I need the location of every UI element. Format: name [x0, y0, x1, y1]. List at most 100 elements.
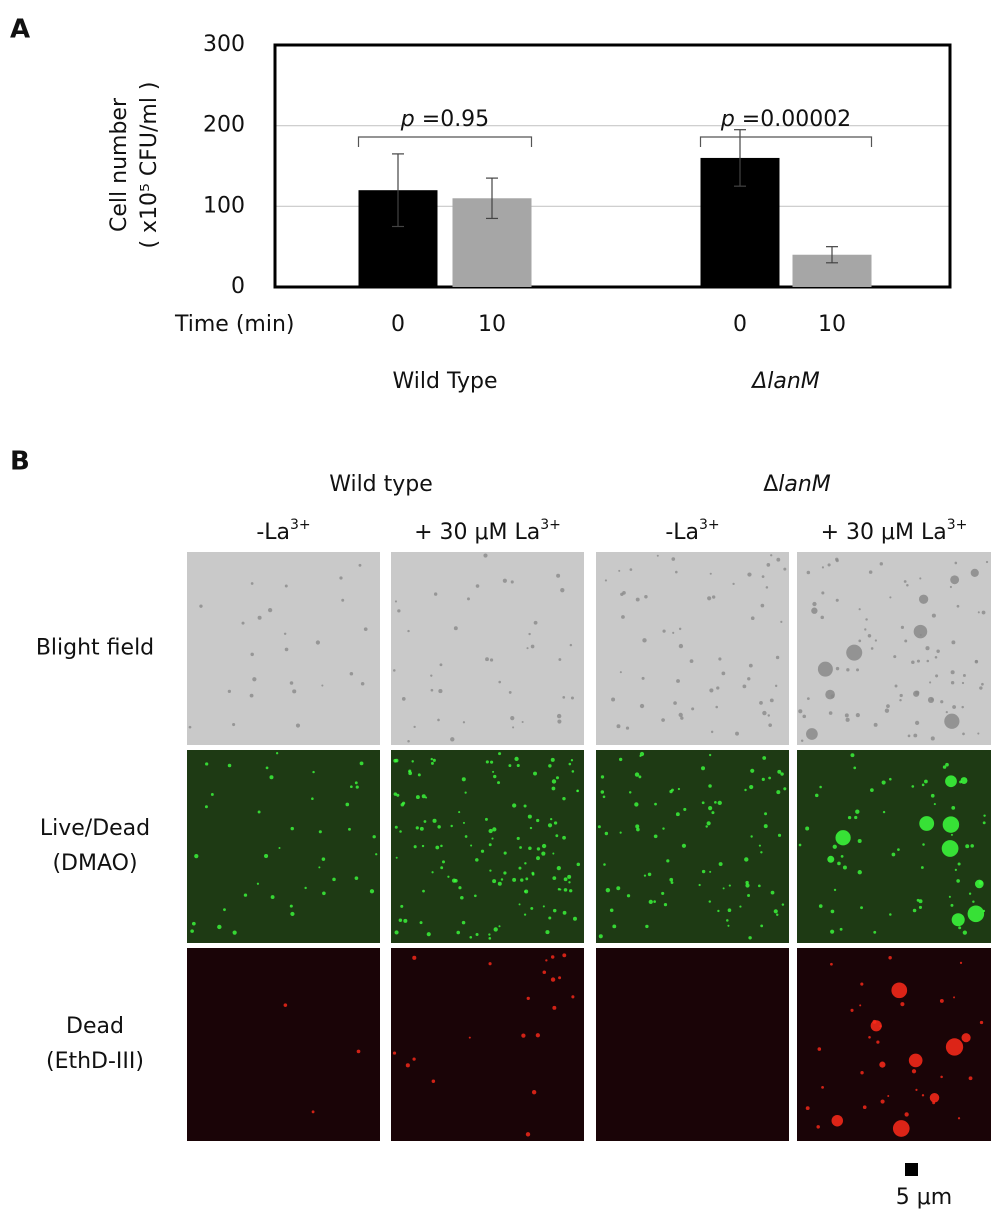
cell-dot — [747, 677, 751, 681]
cell-dot — [488, 843, 492, 847]
cell-dot — [528, 632, 531, 636]
micrograph — [391, 948, 584, 1141]
cell-cluster — [919, 816, 935, 831]
micrograph — [797, 750, 991, 943]
cell-dot — [468, 1036, 471, 1039]
cell-dot — [950, 903, 954, 907]
cell-dot — [525, 877, 529, 881]
cell-dot — [570, 759, 574, 762]
cell-dot — [413, 725, 416, 729]
cell-dot — [241, 621, 245, 625]
cell-dot — [962, 732, 965, 736]
cell-dot — [856, 668, 860, 672]
cell-dot — [683, 807, 687, 811]
cell-dot — [860, 906, 863, 910]
cell-dot — [392, 1051, 397, 1055]
cell-dot — [349, 672, 354, 676]
cell-dot — [979, 686, 983, 690]
cell-dot — [551, 779, 557, 784]
cell-dot — [681, 843, 687, 848]
cell-dot — [764, 812, 768, 816]
cell-dot — [675, 570, 678, 574]
cell-dot — [711, 811, 715, 815]
cell-cluster — [950, 575, 960, 585]
cell-cluster — [892, 1120, 910, 1137]
cell-dot — [961, 681, 965, 685]
cell-dot — [354, 781, 358, 785]
cell-dot — [437, 825, 441, 829]
cell-dot — [833, 888, 837, 892]
cell-dot — [750, 835, 753, 838]
cell-dot — [612, 924, 617, 929]
cell-dot — [232, 930, 237, 935]
cell-cluster — [945, 1038, 964, 1056]
cell-dot — [780, 772, 784, 776]
cell-dot — [530, 644, 535, 649]
cell-dot — [398, 918, 403, 922]
cell-dot — [819, 785, 822, 789]
cell-dot — [806, 697, 810, 701]
cell-dot — [965, 844, 970, 849]
cell-dot — [894, 684, 898, 688]
cell-dot — [953, 996, 956, 999]
cell-dot — [557, 719, 562, 724]
y-tick-label: 300 — [203, 32, 245, 57]
cell-dot — [942, 765, 947, 769]
cell-dot — [512, 726, 515, 729]
cell-dot — [412, 1057, 416, 1061]
cell-dot — [489, 658, 494, 662]
cell-dot — [832, 844, 837, 849]
cell-dot — [547, 823, 553, 828]
cell-dot — [304, 886, 307, 890]
column-label: -La3+ — [665, 517, 719, 545]
cell-dot — [412, 955, 417, 960]
micrograph — [187, 750, 380, 943]
cell-dot — [618, 569, 621, 572]
cell-dot — [536, 856, 540, 861]
cell-dot — [727, 908, 732, 912]
cell-dot — [742, 684, 747, 689]
cell-dot — [868, 1035, 871, 1039]
cell-dot — [880, 1099, 885, 1104]
cell-dot — [950, 670, 955, 675]
cell-dot — [545, 930, 550, 935]
cell-cluster — [825, 689, 835, 700]
cell-dot — [264, 853, 269, 859]
cell-dot — [423, 820, 427, 823]
cell-dot — [760, 603, 765, 608]
cell-dot — [407, 629, 410, 633]
column-label: + 30 μM La3+ — [414, 517, 561, 545]
cell-dot — [480, 849, 485, 853]
cell-dot — [600, 790, 605, 794]
cell-dot — [625, 726, 630, 730]
cell-dot — [747, 893, 751, 897]
group-header-italic: lanM — [778, 472, 831, 497]
cell-dot — [899, 698, 902, 702]
row-label-line: Dead — [66, 1014, 124, 1039]
cell-dot — [701, 766, 706, 771]
cell-dot — [488, 962, 492, 966]
micrograph — [187, 552, 380, 745]
cell-dot — [535, 1033, 541, 1038]
cell-dot — [708, 753, 712, 757]
cell-dot — [762, 710, 767, 716]
cell-dot — [626, 894, 631, 898]
cell-dot — [550, 757, 555, 762]
cell-dot — [639, 754, 642, 758]
cell-dot — [430, 674, 433, 677]
cell-dot — [777, 833, 782, 837]
cell-dot — [563, 888, 568, 892]
cell-dot — [553, 821, 558, 825]
cell-dot — [284, 584, 288, 588]
cell-dot — [777, 769, 782, 774]
cell-dot — [524, 862, 527, 865]
cell-dot — [972, 900, 975, 903]
cell-dot — [677, 787, 681, 791]
cell-dot — [571, 770, 575, 773]
cell-dot — [821, 591, 825, 595]
cell-dot — [903, 580, 907, 583]
cell-dot — [968, 892, 972, 895]
row-label-line: Live/Dead — [40, 816, 150, 841]
cell-dot — [498, 680, 502, 684]
cell-dot — [466, 597, 470, 601]
